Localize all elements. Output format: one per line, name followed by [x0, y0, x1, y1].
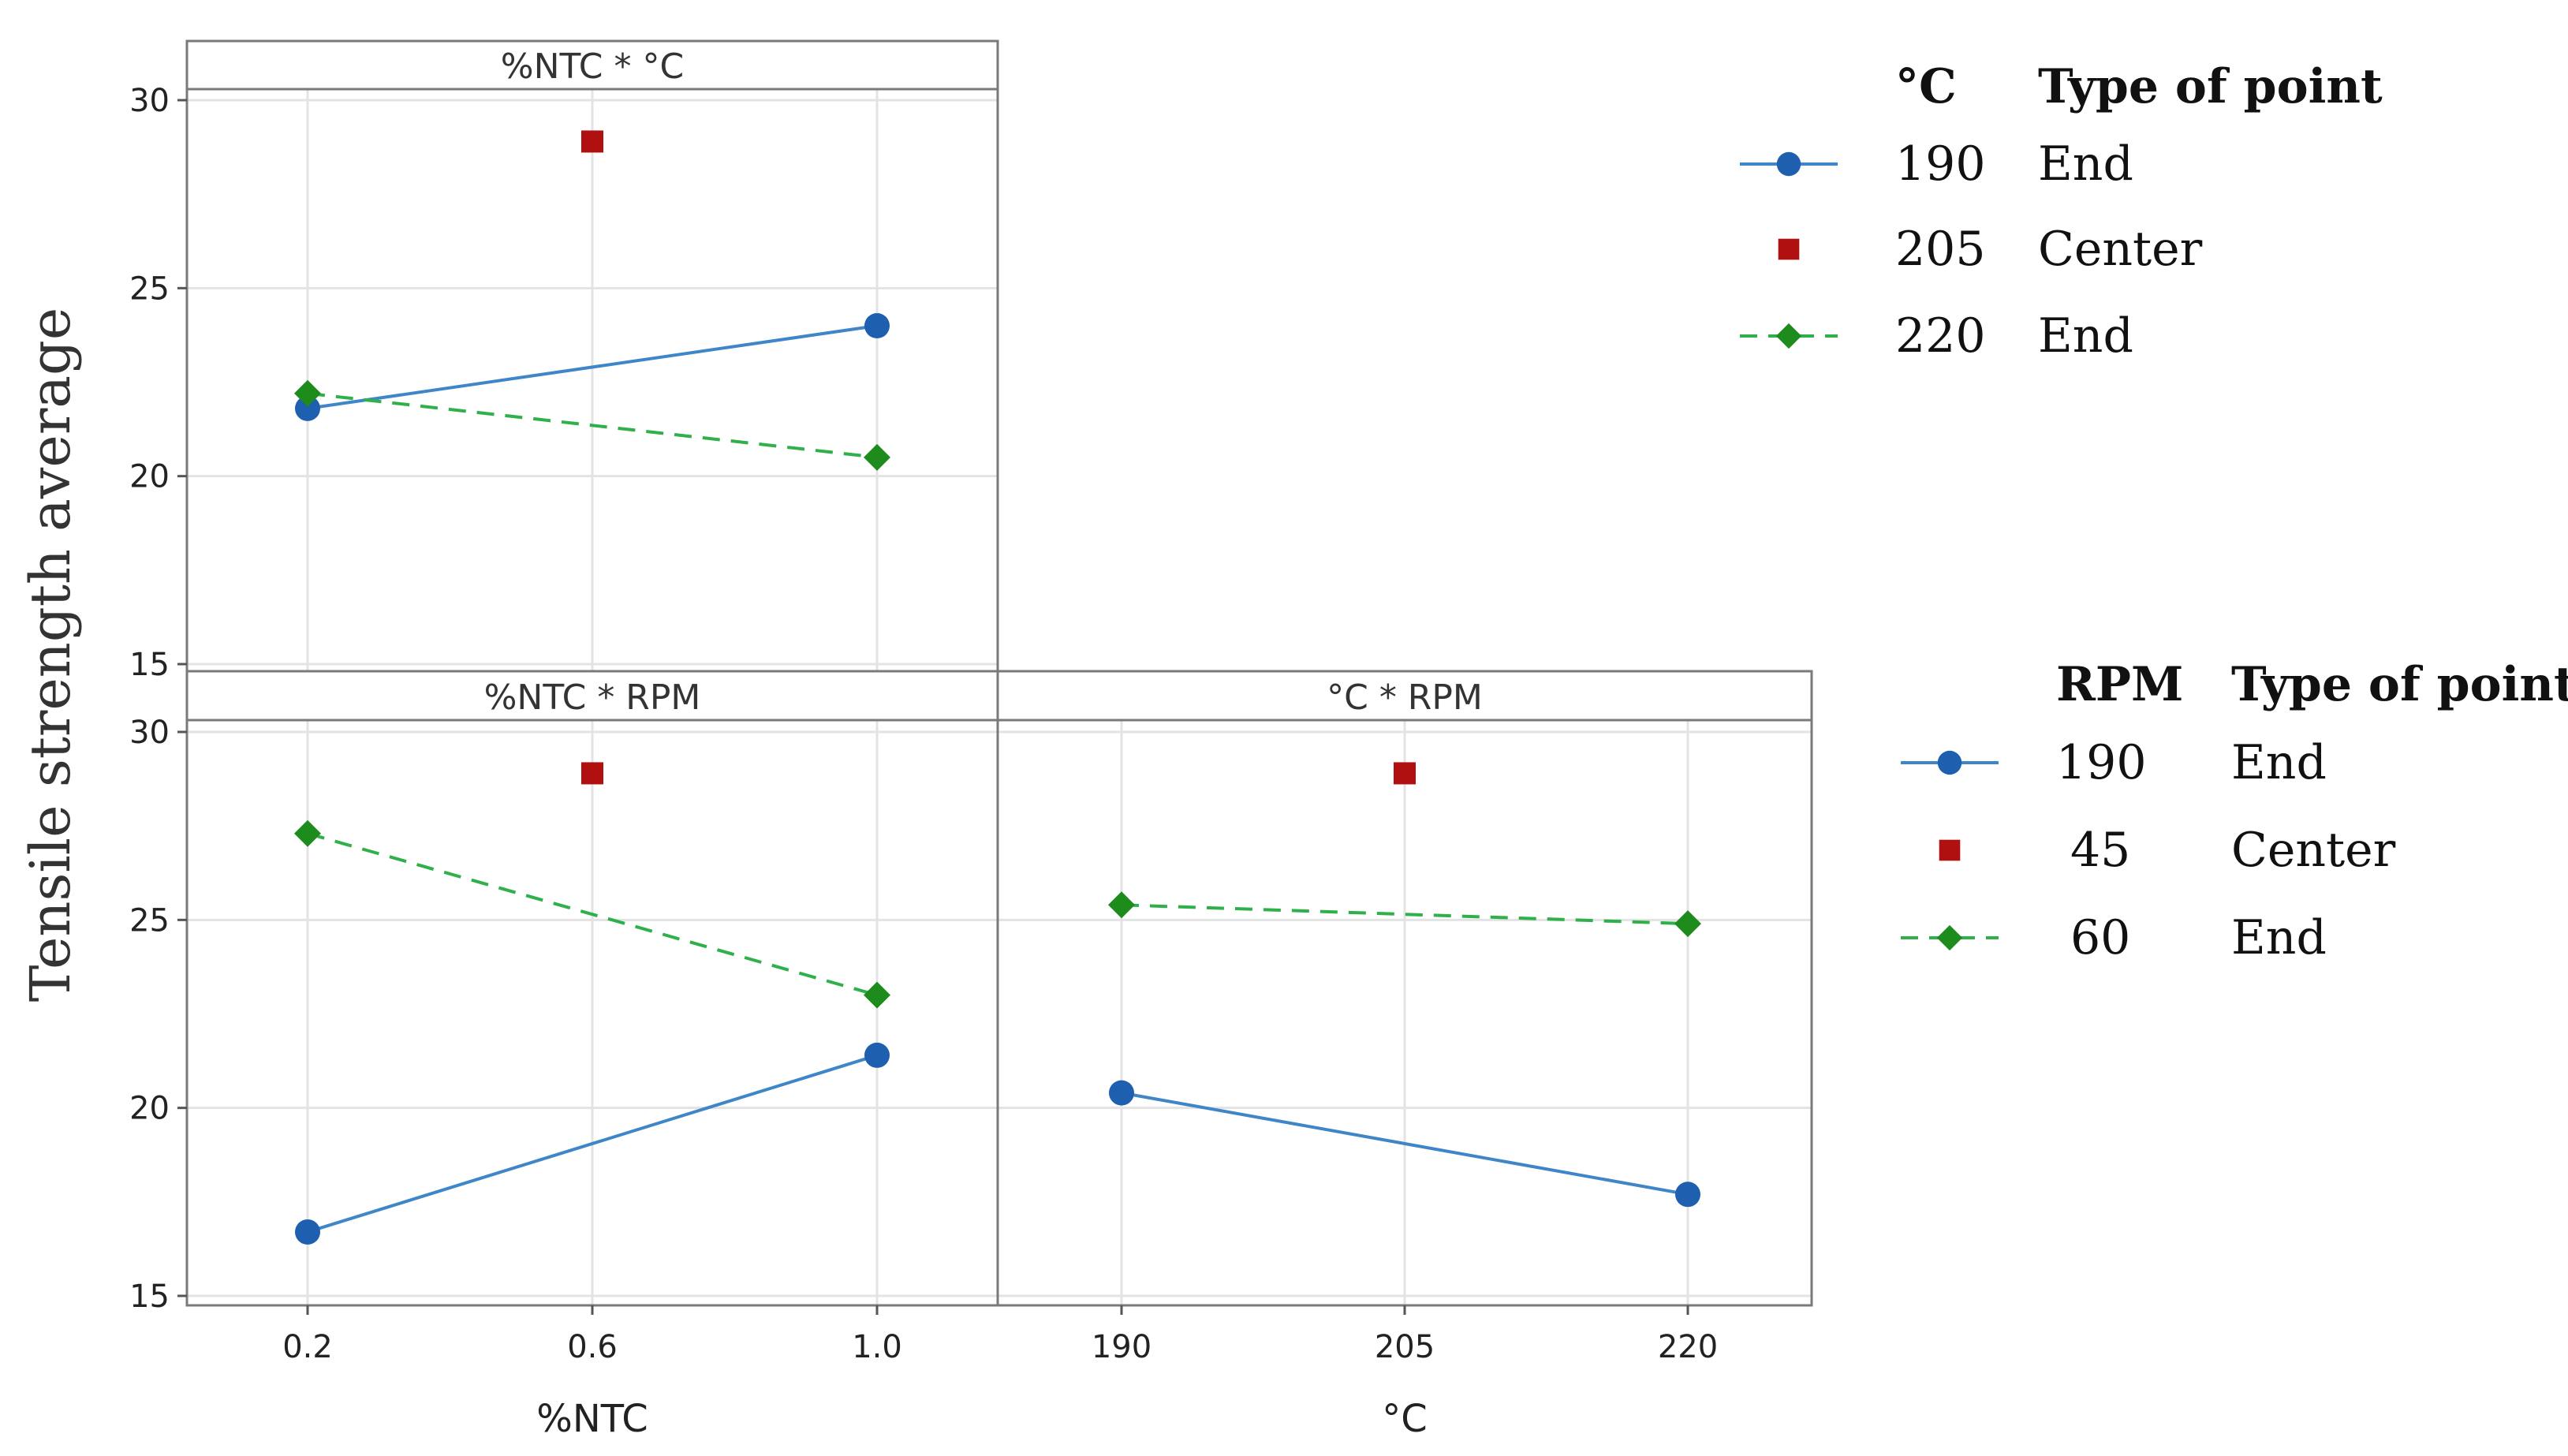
- x-tick-label: 0.2: [282, 1329, 333, 1365]
- legend-symbol: [1937, 750, 1962, 775]
- panel-title: °C * RPM: [1327, 678, 1483, 718]
- series-line-220: [307, 391, 878, 459]
- data-point-220: [294, 379, 321, 407]
- panel-c_rpm: °C * RPM 190 205 220 °C: [996, 670, 1813, 1441]
- y-tick-label: 30: [129, 715, 170, 751]
- legend-entry: 220 End: [1740, 308, 2133, 364]
- legend-type: Center: [2231, 823, 2396, 878]
- panel-ntc_c: %NTC * °C 15 20 25 30: [129, 39, 999, 683]
- legend-symbol: [1939, 839, 1961, 861]
- data-point-190: [295, 1219, 320, 1245]
- legend-type-header: Type of point: [2231, 657, 2568, 712]
- panel-title: %NTC * RPM: [484, 678, 701, 718]
- legend-entry: 45 Center: [1939, 823, 2396, 878]
- y-tick-label: 15: [129, 647, 170, 683]
- legend-type: End: [2038, 308, 2133, 364]
- legend-rpm: RPM Type of point 190 End 45 Center 60 End: [1901, 657, 2568, 965]
- data-point-220: [864, 443, 890, 471]
- legend-symbol: [1775, 323, 1802, 349]
- legend-entry: 205 Center: [1778, 222, 2203, 277]
- panels-layer: %NTC * °C 15 20 25 30 %NTC * RPM 15 20 25 30 0.2 0.…: [129, 39, 1813, 1441]
- data-point-60: [1674, 910, 1701, 938]
- legend-layer: °C Type of point 190 End 205 Center 220 End RPM T…: [1740, 59, 2568, 965]
- legend-temp: °C Type of point 190 End 205 Center 220 End: [1740, 59, 2383, 364]
- legend-type: End: [2231, 910, 2327, 965]
- x-tick-label: 205: [1375, 1329, 1435, 1365]
- x-tick-label: 1.0: [852, 1329, 902, 1365]
- legend-entry: 190 End: [1901, 735, 2327, 790]
- series-line-60: [1121, 903, 1689, 926]
- legend-entry: 60 End: [1901, 910, 2327, 965]
- x-tick-label: 190: [1092, 1329, 1151, 1365]
- series-line-190: [1121, 1091, 1689, 1197]
- legend-type: End: [2231, 735, 2327, 790]
- x-axis-label: %NTC: [536, 1397, 648, 1441]
- data-point-190: [864, 313, 890, 338]
- legend-value: 60: [2070, 910, 2130, 965]
- legend-symbol: [1778, 238, 1800, 260]
- legend-symbol: [1776, 151, 1801, 177]
- data-point-60: [294, 819, 321, 847]
- y-tick-label: 15: [129, 1279, 170, 1315]
- legend-symbol: [1936, 924, 1963, 951]
- legend-entry: 190 End: [1740, 136, 2133, 192]
- panel-title: %NTC * °C: [501, 47, 684, 87]
- y-tick-label: 20: [129, 1091, 170, 1127]
- x-tick-label: 0.6: [567, 1329, 618, 1365]
- legend-factor-header: °C: [1895, 59, 1957, 114]
- series-line-60: [307, 831, 878, 997]
- series-line-190: [307, 324, 878, 410]
- y-tick-label: 25: [129, 902, 170, 939]
- legend-value: 220: [1895, 308, 1986, 364]
- legend-value: 190: [1895, 136, 1986, 192]
- panel-ntc_rpm: %NTC * RPM 15 20 25 30 0.2 0.6 1.0 %NTC: [129, 670, 999, 1441]
- data-point-60: [1108, 891, 1135, 919]
- y-tick-label: 30: [129, 83, 170, 119]
- data-point-45: [581, 762, 603, 785]
- data-point-190: [295, 395, 320, 421]
- x-axis-label: °C: [1382, 1397, 1428, 1441]
- legend-type: End: [2038, 136, 2133, 192]
- data-point-190: [1675, 1182, 1700, 1208]
- data-point-60: [864, 981, 890, 1009]
- legend-value: 190: [2056, 735, 2147, 790]
- y-tick-label: 20: [129, 459, 170, 495]
- x-tick-label: 220: [1658, 1329, 1718, 1365]
- data-point-190: [1109, 1080, 1134, 1106]
- data-point-45: [1394, 762, 1416, 785]
- legend-type-header: Type of point: [2038, 59, 2383, 114]
- data-point-205: [581, 130, 603, 153]
- legend-value: 205: [1895, 222, 1986, 277]
- y-axis-label: Tensile strength average: [18, 308, 83, 1002]
- series-line-190: [307, 1054, 878, 1234]
- data-point-190: [864, 1042, 890, 1068]
- legend-factor-header: RPM: [2056, 657, 2183, 712]
- y-tick-label: 25: [129, 271, 170, 307]
- legend-value: 45: [2070, 823, 2130, 878]
- legend-type: Center: [2038, 222, 2203, 277]
